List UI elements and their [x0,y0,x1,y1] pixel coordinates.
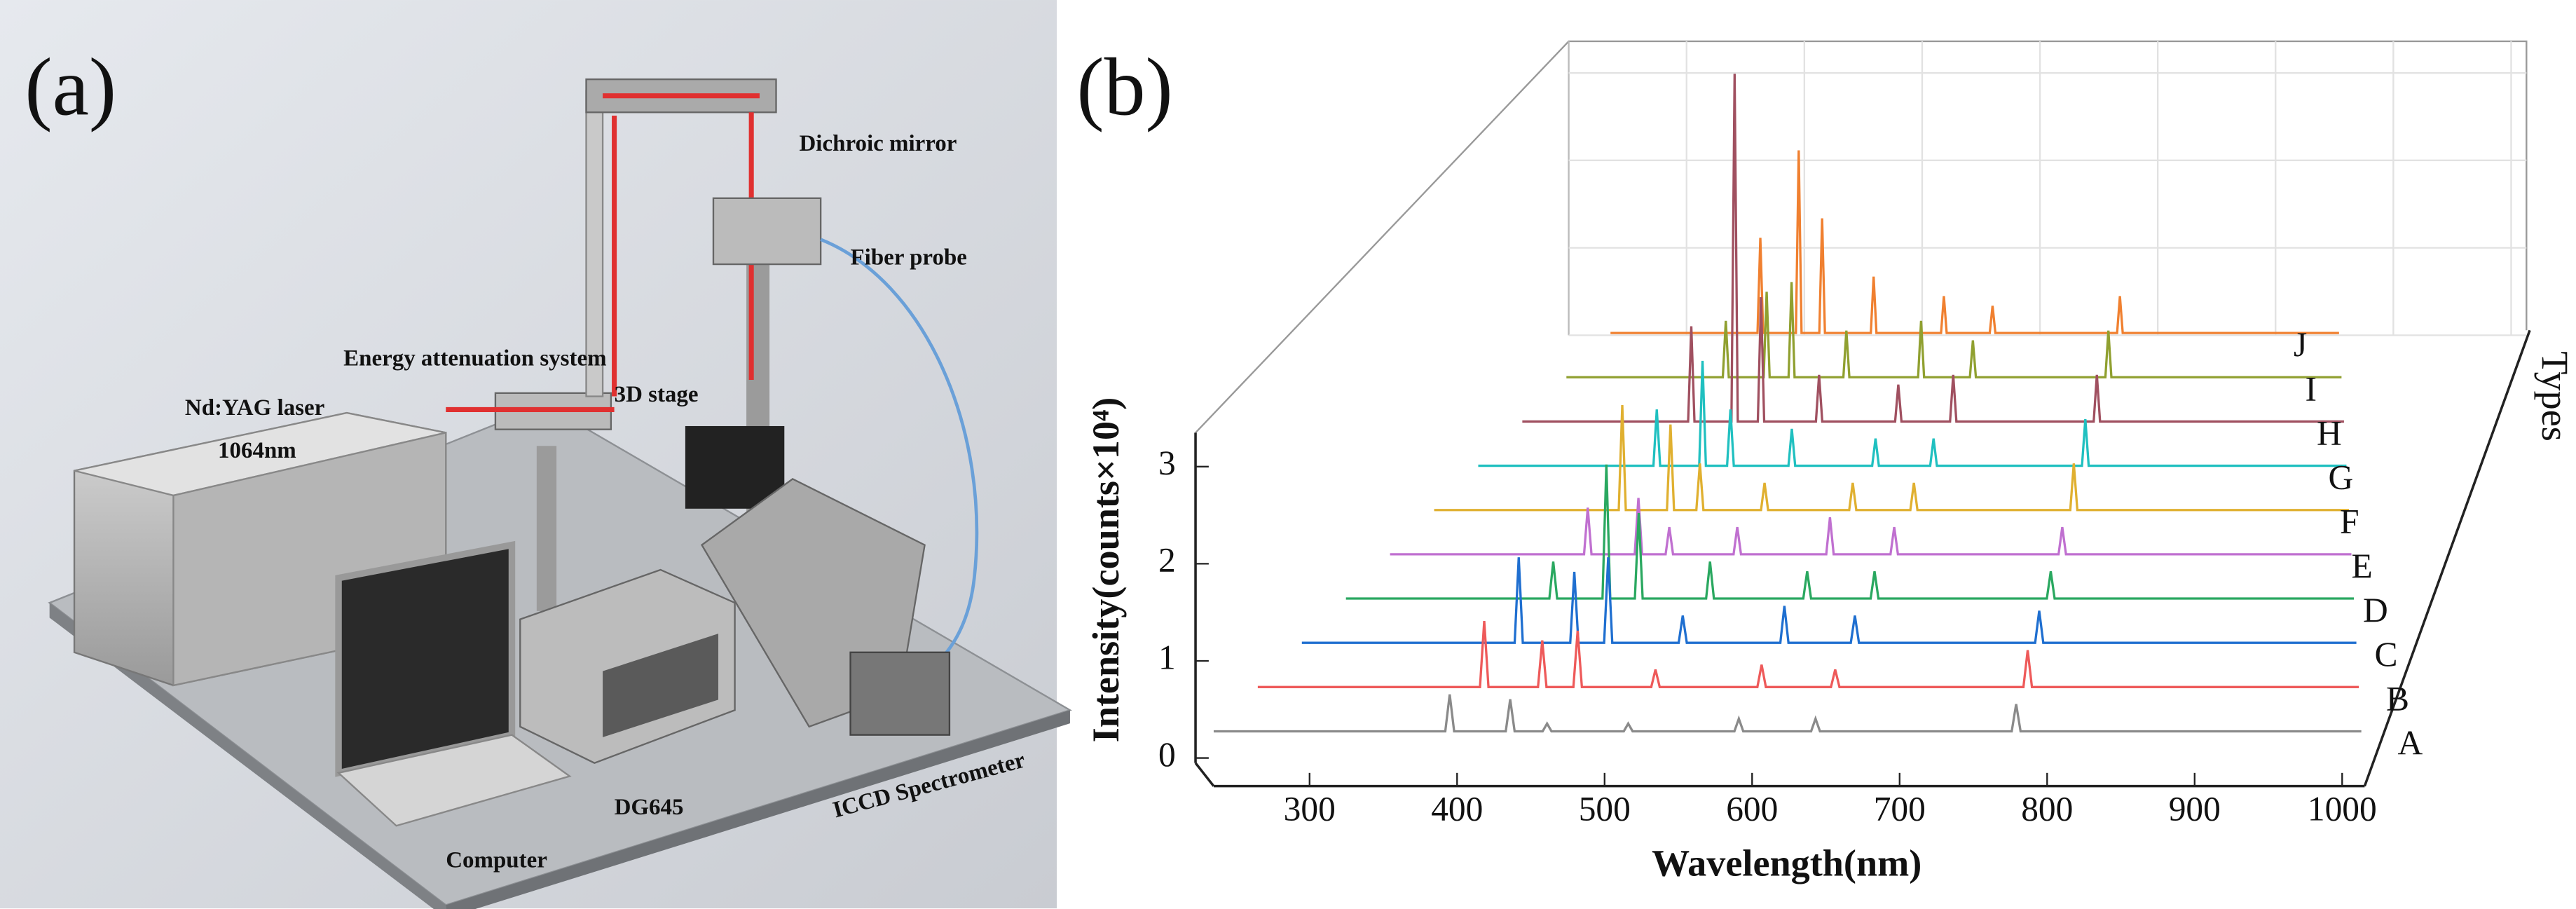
panel-b: (b) Wavelength(nm) Intensity(counts×10⁴)… [1076,40,2576,884]
laptop-screen [335,540,516,777]
mirror-mount [712,197,822,266]
series-line [1301,557,2357,644]
table-edge [446,710,1070,909]
legend-label: B [2386,679,2409,718]
legend-label: J [2294,325,2307,364]
series-line [1566,282,2342,378]
x-tick-label: 800 [2021,790,2073,828]
callout: 3D stage [615,382,699,407]
panel-a: (a) Dichroic mirror Fiber probe Nd:YAG l… [0,0,1072,909]
series-line [1610,150,2339,334]
y-tick-label: 1 [1158,638,1176,676]
callout: Energy attenuation system [343,346,606,371]
table-edge [49,603,446,909]
callout: Dichroic mirror [800,131,957,156]
panel-label: (a) [25,42,116,133]
series-line [1257,620,2359,688]
x-tick-label: 600 [1726,790,1778,828]
series-line [1345,464,2355,600]
box-edge [1195,40,2528,434]
x-tick-label: 300 [1284,790,1336,828]
x-tick-label: 900 [2169,790,2221,828]
series-line [1213,694,2362,733]
callout: 1064nm [218,438,296,463]
callout: Computer [446,848,547,873]
iccd [849,651,951,736]
y-tick-label: 0 [1158,735,1176,774]
z-axis [2363,329,2531,787]
x-axis-title: Wavelength(nm) [1652,842,1921,884]
3d-stage [685,425,785,509]
legend-label: F [2340,503,2359,541]
callout: Nd:YAG laser [185,395,324,421]
callout: Fiber probe [851,245,967,271]
legend-label: C [2375,635,2398,674]
series-line [1390,498,2352,556]
legend-label: I [2306,369,2317,408]
x-tick-label: 400 [1431,790,1483,828]
legend-label: G [2329,458,2354,497]
y-axis-title: Intensity(counts×10⁴) [1085,397,1127,743]
laptop-base [336,734,572,827]
callout: DG645 [615,795,684,820]
x-tick-label: 500 [1579,790,1631,828]
dg645-panel [603,634,719,737]
series-line [1434,404,2349,512]
legend-label: E [2352,547,2373,585]
post [536,446,557,611]
z-axis-title: Types [2534,351,2576,442]
legend-label: H [2317,414,2342,452]
box-edge [1194,762,1215,787]
y-tick-label: 2 [1158,541,1176,580]
x-tick-label: 700 [1874,790,1926,828]
panel-label: (b) [1076,42,1172,133]
y-tick-label: 3 [1158,444,1176,482]
legend-label: A [2398,723,2423,762]
legend-label: D [2363,591,2388,629]
x-tick-label: 1000 [2308,790,2377,828]
series-line [1522,74,2344,423]
series-line [1478,360,2347,467]
